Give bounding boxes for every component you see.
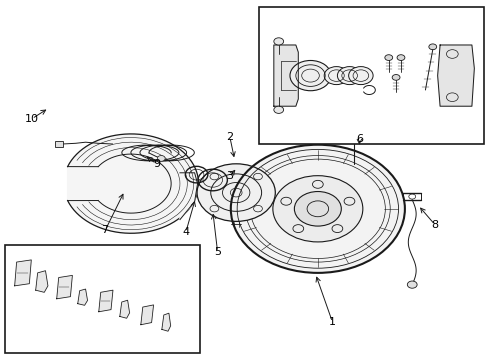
Bar [55, 141, 63, 147]
Circle shape [348, 67, 372, 85]
Polygon shape [67, 134, 198, 233]
Circle shape [428, 44, 436, 50]
Circle shape [337, 67, 361, 85]
Circle shape [273, 106, 283, 113]
Polygon shape [36, 271, 48, 292]
Circle shape [407, 281, 416, 288]
Circle shape [157, 156, 165, 161]
Bar [5, 245, 200, 353]
Text: 4: 4 [182, 227, 189, 237]
Circle shape [197, 164, 275, 221]
Text: 8: 8 [431, 220, 438, 230]
Text: 3: 3 [226, 171, 233, 181]
Polygon shape [180, 173, 197, 220]
Polygon shape [273, 45, 298, 106]
Circle shape [272, 176, 362, 242]
Text: 9: 9 [153, 159, 160, 169]
Text: 5: 5 [214, 247, 221, 257]
Text: 6: 6 [355, 134, 362, 144]
Polygon shape [78, 289, 87, 305]
Polygon shape [15, 260, 31, 286]
Polygon shape [437, 45, 473, 106]
Text: 1: 1 [328, 317, 335, 327]
Circle shape [324, 67, 348, 85]
Text: 10: 10 [25, 114, 39, 124]
Polygon shape [120, 300, 129, 318]
Circle shape [294, 192, 341, 226]
Text: 7: 7 [102, 225, 108, 235]
Circle shape [273, 38, 283, 45]
Polygon shape [99, 290, 113, 312]
Circle shape [384, 55, 392, 60]
Circle shape [391, 75, 399, 80]
Polygon shape [162, 313, 170, 331]
Text: 2: 2 [226, 132, 233, 142]
Circle shape [396, 55, 404, 60]
Circle shape [272, 176, 362, 242]
Polygon shape [141, 305, 153, 325]
Circle shape [230, 145, 404, 273]
Bar [259, 7, 483, 144]
Polygon shape [57, 275, 72, 299]
Circle shape [289, 60, 330, 91]
